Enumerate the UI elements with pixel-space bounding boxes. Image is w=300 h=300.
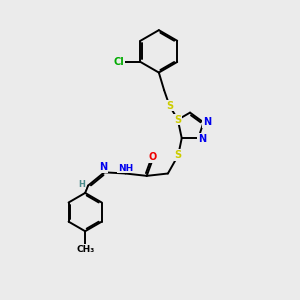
Text: N: N — [198, 134, 206, 144]
Text: CH₃: CH₃ — [76, 245, 94, 254]
Text: Cl: Cl — [114, 57, 124, 67]
Text: S: S — [166, 100, 173, 110]
Text: O: O — [148, 152, 157, 162]
Text: N: N — [99, 162, 107, 172]
Text: S: S — [174, 115, 182, 125]
Text: N: N — [203, 117, 211, 127]
Text: H: H — [78, 180, 85, 189]
Text: S: S — [175, 150, 182, 160]
Text: NH: NH — [118, 164, 133, 173]
